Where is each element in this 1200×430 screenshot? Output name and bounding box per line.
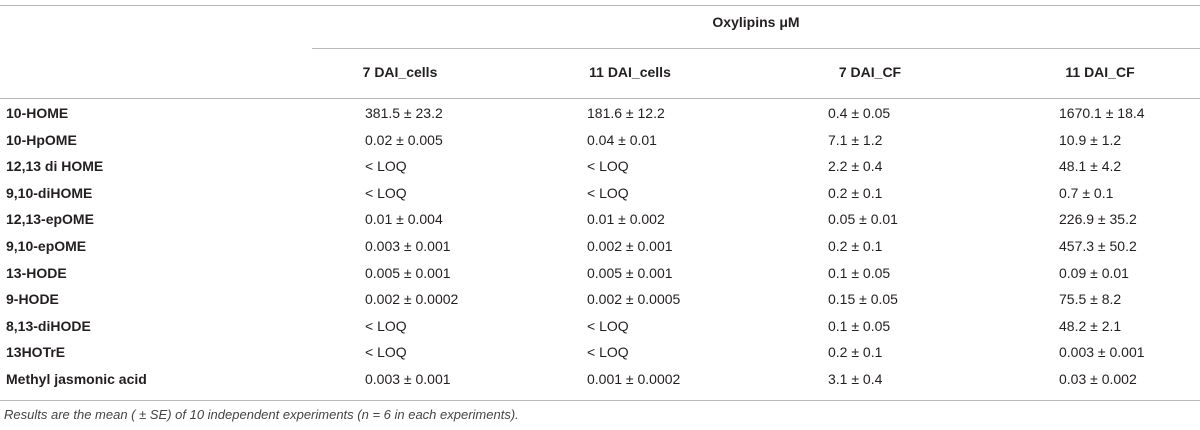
row-label: 13-HODE: [6, 264, 67, 281]
row-label: 8,13-diHODE: [6, 317, 91, 334]
table-cell: 0.002 ± 0.001: [587, 237, 673, 254]
table-cell: < LOQ: [587, 158, 629, 175]
table-row: 13HOTrE < LOQ < LOQ 0.2 ± 0.1 0.003 ± 0.…: [0, 339, 1200, 366]
table-footnote: Results are the mean ( ± SE) of 10 indep…: [4, 407, 519, 422]
table-cell: 0.005 ± 0.001: [365, 264, 451, 281]
table-cell: 0.04 ± 0.01: [587, 131, 657, 148]
table-cell: 0.001 ± 0.0002: [587, 370, 681, 387]
table-cell: 181.6 ± 12.2: [587, 105, 665, 121]
table-cell: 0.01 ± 0.002: [587, 211, 665, 228]
table-cell: < LOQ: [365, 158, 407, 175]
table-cell: 0.1 ± 0.05: [828, 317, 891, 334]
table-cell: 0.002 ± 0.0005: [587, 291, 681, 308]
table-cell: 0.09 ± 0.01: [1059, 264, 1129, 281]
table-cell: < LOQ: [587, 184, 629, 201]
column-group-rule: [312, 48, 1200, 49]
table-row: Methyl jasmonic acid 0.003 ± 0.001 0.001…: [0, 366, 1200, 393]
table-cell: 0.1 ± 0.05: [828, 264, 891, 281]
table-cell: 226.9 ± 35.2: [1059, 211, 1137, 228]
table-cell: 0.01 ± 0.004: [365, 211, 443, 228]
table-bottom-rule: [0, 400, 1200, 401]
row-label: 12,13-epOME: [6, 211, 94, 228]
table-body: 10-HOME 381.5 ± 23.2 181.6 ± 12.2 0.4 ± …: [0, 100, 1200, 393]
table-cell: 48.1 ± 4.2: [1059, 158, 1122, 175]
table-row: 10-HOME 381.5 ± 23.2 181.6 ± 12.2 0.4 ± …: [0, 100, 1200, 127]
table-cell: 0.2 ± 0.1: [828, 184, 883, 201]
table-row: 9-HODE 0.002 ± 0.0002 0.002 ± 0.0005 0.1…: [0, 286, 1200, 313]
table-top-rule: [0, 5, 1200, 6]
table-cell: < LOQ: [365, 184, 407, 201]
column-header-11-dai-cells: 11 DAI_cells: [589, 64, 671, 80]
table-cell: 0.2 ± 0.1: [828, 237, 883, 254]
table-cell: 3.1 ± 0.4: [828, 370, 883, 387]
row-label: 10-HpOME: [6, 131, 77, 148]
table-row: 9,10-epOME 0.003 ± 0.001 0.002 ± 0.001 0…: [0, 233, 1200, 260]
table-cell: < LOQ: [365, 317, 407, 334]
column-header-7-dai-cells: 7 DAI_cells: [362, 64, 438, 80]
table-cell: 7.1 ± 1.2: [828, 131, 883, 148]
table-row: 10-HpOME 0.02 ± 0.005 0.04 ± 0.01 7.1 ± …: [0, 127, 1200, 154]
table-cell: 0.7 ± 0.1: [1059, 184, 1114, 201]
table-cell: 48.2 ± 2.1: [1059, 317, 1122, 334]
table-cell: 0.005 ± 0.001: [587, 264, 673, 281]
table-cell: 2.2 ± 0.4: [828, 158, 883, 175]
table-cell: 0.2 ± 0.1: [828, 344, 883, 361]
table-row: 8,13-diHODE < LOQ < LOQ 0.1 ± 0.05 48.2 …: [0, 313, 1200, 340]
table-cell: 10.9 ± 1.2: [1059, 131, 1122, 148]
column-header-7-dai-cf: 7 DAI_CF: [838, 64, 902, 80]
row-label: 10-HOME: [6, 105, 69, 121]
table-row: 13-HODE 0.005 ± 0.001 0.005 ± 0.001 0.1 …: [0, 260, 1200, 287]
row-label: 9,10-diHOME: [6, 184, 93, 201]
table-cell: < LOQ: [365, 344, 407, 361]
column-header-11-dai-cf: 11 DAI_CF: [1065, 64, 1135, 80]
table-cell: 1670.1 ± 18.4: [1059, 105, 1145, 121]
table-cell: 0.02 ± 0.005: [365, 131, 443, 148]
table-cell: 0.05 ± 0.01: [828, 211, 898, 228]
header-rule: [0, 98, 1200, 99]
table-cell: 0.003 ± 0.001: [365, 237, 451, 254]
table-cell: 0.4 ± 0.05: [828, 105, 891, 121]
row-label: 9-HODE: [6, 291, 59, 308]
table-cell: 0.15 ± 0.05: [828, 291, 898, 308]
table-cell: 0.003 ± 0.001: [1059, 344, 1145, 361]
table-cell: < LOQ: [587, 317, 629, 334]
row-label: Methyl jasmonic acid: [6, 370, 147, 387]
table-cell: 0.03 ± 0.002: [1059, 370, 1137, 387]
row-label: 13HOTrE: [6, 344, 66, 361]
table-cell: 0.003 ± 0.001: [365, 370, 451, 387]
table-cell: < LOQ: [587, 344, 629, 361]
table-cell: 0.002 ± 0.0002: [365, 291, 459, 308]
table-row: 9,10-diHOME < LOQ < LOQ 0.2 ± 0.1 0.7 ± …: [0, 180, 1200, 207]
column-group-title: Oxylipins μM: [712, 14, 800, 30]
row-label: 12,13 di HOME: [6, 158, 104, 175]
row-label: 9,10-epOME: [6, 237, 87, 254]
table-cell: 457.3 ± 50.2: [1059, 237, 1137, 254]
table-row: 12,13-epOME 0.01 ± 0.004 0.01 ± 0.002 0.…: [0, 206, 1200, 233]
table-cell: 381.5 ± 23.2: [365, 105, 443, 121]
table-row: 12,13 di HOME < LOQ < LOQ 2.2 ± 0.4 48.1…: [0, 153, 1200, 180]
table-cell: 75.5 ± 8.2: [1059, 291, 1122, 308]
